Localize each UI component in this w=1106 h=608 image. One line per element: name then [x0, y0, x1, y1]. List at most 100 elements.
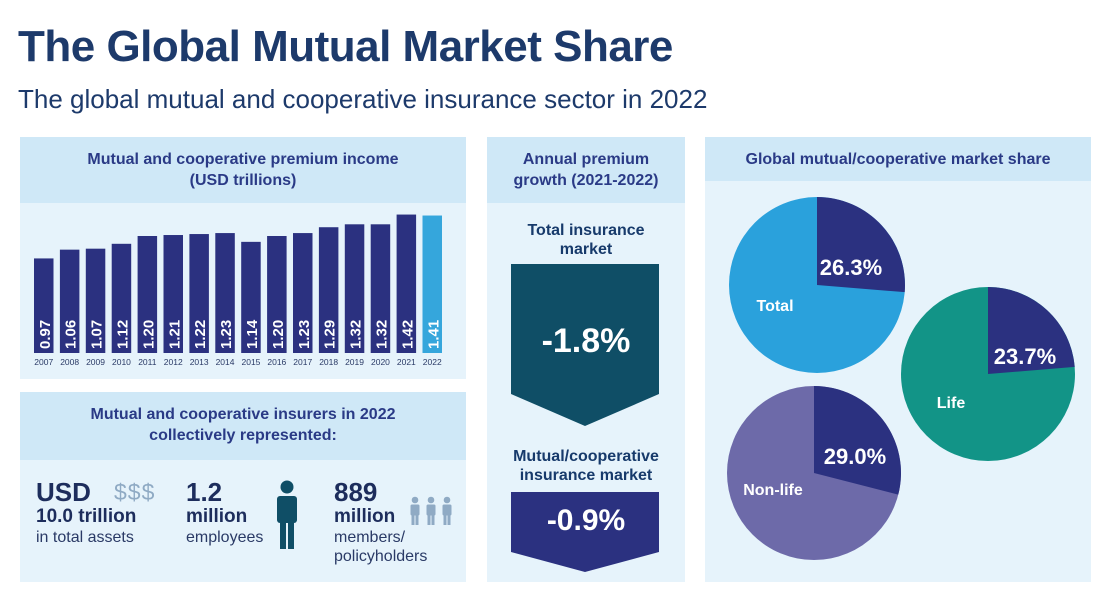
bar-value-label-2022: 1.41	[425, 320, 442, 349]
market-share-title: Global mutual/cooperative market share	[745, 151, 1051, 168]
bar-2019	[344, 224, 365, 353]
members-number: 889	[334, 477, 378, 507]
mutual-market-label-line2: insurance market	[519, 467, 653, 484]
page-title: The Global Mutual Market Share	[18, 22, 673, 71]
bar-value-label-2007: 0.97	[37, 320, 54, 349]
pie-total-label: Total	[756, 298, 793, 315]
year-tick-label-2022: 2022	[423, 357, 442, 367]
total-market-label-line2: market	[559, 241, 613, 258]
pie-total-mutual-slice	[817, 197, 905, 293]
premium-income-panel: Mutual and cooperative premium income (U…	[20, 137, 466, 379]
employees-number: 1.2	[186, 477, 223, 507]
bar-2020	[370, 224, 391, 353]
bar-2022	[422, 215, 442, 353]
market-share-header: Global mutual/cooperative market share	[705, 137, 1091, 181]
year-tick-label-2013: 2013	[190, 357, 209, 367]
bar-2021	[396, 214, 417, 353]
dollar-signs-icon: $$$	[114, 479, 156, 505]
bar-2010	[111, 243, 132, 353]
year-tick-label-2009: 2009	[86, 357, 105, 367]
pie-non-life-label: Non-life	[743, 482, 803, 499]
assets-amount: 10.0 trillion	[36, 506, 137, 527]
bar-2007	[34, 258, 54, 353]
bar-value-label-2009: 1.07	[89, 320, 106, 349]
assets-stat: USD 10.0 trillion in total assets	[36, 478, 136, 547]
pie-non-life-share-label: 29.0%	[824, 444, 886, 469]
bar-value-label-2019: 1.32	[348, 320, 365, 349]
bar-value-label-2012: 1.21	[166, 320, 183, 349]
total-market-label-line1: Total insurance	[527, 222, 645, 239]
premium-income-title-line2: (USD trillions)	[189, 172, 297, 189]
members-caption-line2: policyholders	[334, 548, 428, 565]
people-icon	[410, 496, 452, 525]
mutual-market-growth-value: -0.9%	[546, 504, 626, 537]
employees-unit: million	[186, 506, 248, 527]
year-tick-label-2020: 2020	[371, 357, 390, 367]
pie-life-mutual-slice	[988, 287, 1075, 374]
year-tick-label-2018: 2018	[319, 357, 338, 367]
total-market-growth-value: -1.8%	[541, 322, 631, 360]
assets-currency: USD	[36, 477, 91, 507]
bar-2012	[163, 235, 183, 353]
year-tick-label-2012: 2012	[164, 357, 183, 367]
insurers-stats-title-line1: Mutual and cooperative insurers in 2022	[90, 406, 396, 423]
premium-growth-title-line2: growth (2021-2022)	[513, 172, 659, 189]
premium-income-bar-chart: 0.97 2007 1.06 2008 1.07 2009 1.12 2010 1.20 2011…	[34, 214, 442, 367]
bar-value-label-2016: 1.20	[270, 320, 287, 349]
year-tick-label-2008: 2008	[60, 357, 79, 367]
pie-life-label: Life	[937, 395, 966, 412]
year-tick-label-2011: 2011	[138, 357, 157, 367]
year-tick-label-2019: 2019	[345, 357, 364, 367]
year-tick-label-2015: 2015	[241, 357, 260, 367]
year-tick-label-2014: 2014	[216, 357, 235, 367]
insurers-stats-title-line2: collectively represented:	[149, 427, 337, 444]
bar-2018	[318, 227, 339, 353]
members-stat: 889 million members/ policyholders	[334, 478, 427, 566]
members-unit: million	[334, 506, 396, 527]
total-market-label: Total insurance market	[487, 221, 685, 259]
bar-value-label-2015: 1.14	[244, 319, 261, 349]
mutual-market-label: Mutual/cooperative insurance market	[487, 447, 685, 485]
pie-non-life-mutual-slice	[814, 386, 901, 495]
employees-stat: 1.2 million employees	[186, 478, 263, 547]
market-share-pie-charts: Total 26.3% Life 23.7% Non-life 29.0%	[727, 197, 1075, 560]
bar-2014	[215, 233, 235, 353]
page-subtitle: The global mutual and cooperative insura…	[18, 84, 708, 114]
premium-income-header: Mutual and cooperative premium income (U…	[20, 137, 466, 203]
bar-2013	[189, 234, 209, 353]
year-tick-label-2016: 2016	[267, 357, 286, 367]
bar-2008	[59, 249, 80, 353]
person-icon	[277, 480, 297, 549]
bar-value-label-2018: 1.29	[322, 320, 339, 349]
premium-income-title-line1: Mutual and cooperative premium income	[87, 151, 399, 168]
year-tick-label-2017: 2017	[293, 357, 312, 367]
premium-growth-panel: Annual premium growth (2021-2022) Total …	[487, 137, 685, 582]
year-tick-label-2007: 2007	[34, 357, 53, 367]
total-market-arrow	[511, 264, 659, 426]
bar-2009	[85, 248, 106, 353]
year-tick-label-2021: 2021	[397, 357, 416, 367]
bar-value-label-2013: 1.22	[192, 320, 209, 349]
bar-value-label-2014: 1.23	[218, 320, 235, 349]
bar-value-label-2011: 1.20	[140, 320, 157, 349]
premium-growth-header: Annual premium growth (2021-2022)	[487, 137, 685, 203]
year-tick-label-2010: 2010	[112, 357, 131, 367]
insurers-stats-panel: Mutual and cooperative insurers in 2022 …	[20, 392, 466, 582]
mutual-market-label-line1: Mutual/cooperative	[513, 448, 659, 465]
pie-total-share-label: 26.3%	[820, 255, 882, 280]
bar-value-label-2020: 1.32	[373, 320, 390, 349]
bar-2017	[293, 233, 313, 353]
bar-value-label-2008: 1.06	[63, 320, 80, 349]
bar-value-label-2021: 1.42	[399, 320, 416, 349]
bar-2016	[267, 236, 287, 353]
bar-2011	[137, 236, 158, 353]
pie-life-share-label: 23.7%	[994, 344, 1056, 369]
mutual-market-arrow	[511, 492, 659, 572]
market-share-panel: Global mutual/cooperative market share T…	[705, 137, 1091, 582]
employees-caption: employees	[186, 529, 264, 546]
bar-value-label-2010: 1.12	[114, 320, 131, 349]
bar-value-label-2017: 1.23	[296, 320, 313, 349]
bar-2015	[241, 241, 261, 353]
insurers-stats-header: Mutual and cooperative insurers in 2022 …	[20, 392, 466, 460]
premium-growth-title-line1: Annual premium	[522, 151, 650, 168]
